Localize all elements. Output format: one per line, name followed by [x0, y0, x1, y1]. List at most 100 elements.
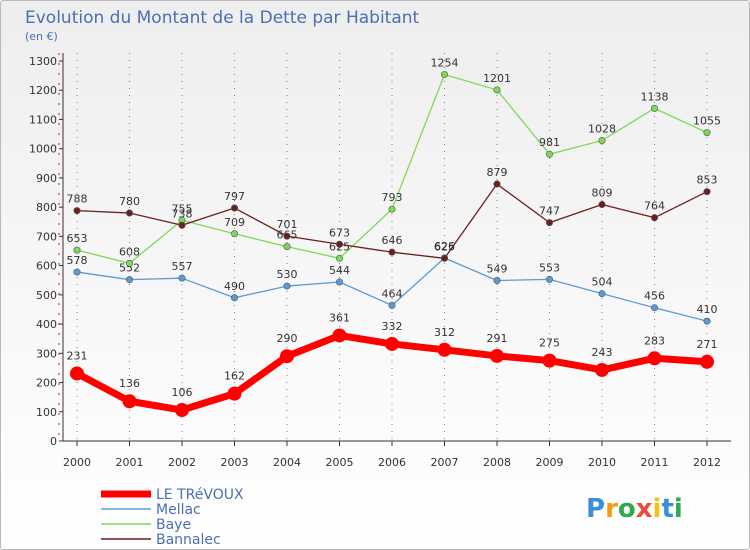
x-tick-label: 2002: [168, 456, 196, 469]
logo-letter: i: [674, 494, 683, 524]
y-tick-label: 300: [36, 347, 57, 360]
x-tick-label: 2006: [378, 456, 406, 469]
data-point: [388, 205, 396, 213]
x-tick-label: 2011: [641, 456, 669, 469]
y-tick-label: 900: [36, 172, 57, 185]
data-point: [598, 290, 606, 298]
data-point: [493, 277, 501, 285]
logo-letter: t: [661, 494, 673, 524]
data-label: 549: [487, 263, 508, 276]
data-point: [388, 248, 396, 256]
legend-label: Bannalec: [156, 532, 221, 548]
y-tick-label: 700: [36, 230, 57, 243]
data-point: [280, 349, 294, 364]
axes: 0 100 200 300 400 500 600 700 800 900 1000 1100 1200…: [29, 53, 731, 469]
data-point: [545, 219, 553, 227]
x-tick-label: 2007: [431, 456, 459, 469]
logo-letter: o: [618, 494, 636, 524]
data-label: 283: [644, 334, 665, 347]
data-point: [385, 336, 399, 351]
y-tick-label: 1300: [29, 55, 57, 68]
x-tick-label: 2008: [483, 456, 511, 469]
data-point: [231, 294, 239, 302]
data-point: [335, 254, 343, 262]
data-point: [650, 304, 658, 312]
data-point: [703, 188, 711, 196]
data-point: [700, 354, 714, 369]
data-point: [178, 274, 186, 282]
chart-subtitle: (en €): [25, 30, 58, 43]
data-point: [122, 394, 137, 409]
data-label: 1028: [588, 123, 616, 136]
data-point: [227, 386, 242, 401]
data-label: 747: [539, 205, 560, 218]
data-label: 464: [382, 287, 403, 300]
data-label: 312: [434, 326, 455, 339]
data-point: [231, 230, 239, 238]
data-label: 456: [644, 290, 665, 303]
data-point: [126, 276, 134, 284]
data-point: [388, 301, 396, 309]
data-label: 544: [329, 264, 350, 277]
data-label: 557: [172, 260, 193, 273]
data-label: 797: [224, 190, 245, 203]
chart-title: Evolution du Montant de la Dette par Hab…: [25, 8, 420, 28]
y-tick-label: 400: [36, 318, 57, 331]
data-label: 332: [382, 320, 403, 333]
data-label: 231: [67, 349, 88, 362]
data-point: [545, 150, 553, 158]
y-tick-label: 100: [36, 406, 57, 419]
data-point: [126, 259, 134, 267]
data-label: 879: [487, 166, 508, 179]
data-point: [73, 268, 81, 276]
data-label: 578: [67, 254, 88, 267]
data-label: 410: [697, 303, 718, 316]
series-baye: 6536087557096656257931254120198110281138…: [67, 56, 721, 267]
x-tick-label: 2004: [273, 456, 301, 469]
legend-label: Mellac: [156, 502, 201, 518]
data-label: 106: [172, 386, 193, 399]
y-tick-label: 200: [36, 377, 57, 390]
data-point: [598, 137, 606, 145]
y-tick-label: 1000: [29, 143, 57, 156]
data-label: 709: [224, 216, 245, 229]
data-point: [73, 207, 81, 215]
data-point: [70, 366, 84, 381]
data-point: [126, 209, 134, 217]
data-point: [598, 201, 606, 209]
data-label: 290: [277, 332, 298, 345]
x-tick-label: 2003: [221, 456, 249, 469]
legend-label: Baye: [156, 517, 191, 533]
logo-letter: x: [636, 494, 653, 524]
y-tick-label: 1200: [29, 84, 57, 97]
x-tick-label: 2005: [326, 456, 354, 469]
data-point: [178, 221, 186, 229]
logo-letter: P: [586, 494, 605, 524]
data-label: 673: [329, 226, 350, 239]
series-le-tr-voux: 231 136 106 162 290 361 332 312 291 275 243 283 271: [67, 311, 718, 418]
data-label: 361: [329, 311, 350, 324]
data-point: [493, 86, 501, 94]
data-label: 530: [277, 268, 298, 281]
data-point: [440, 254, 448, 262]
proxiti-logo: Proxiti: [586, 494, 683, 524]
legend-label: LE TRéVOUX: [156, 487, 244, 503]
y-tick-label: 0: [50, 435, 57, 448]
data-label: 788: [67, 193, 88, 206]
data-point: [545, 275, 553, 283]
logo-letter: i: [653, 494, 662, 524]
data-label: 490: [224, 280, 245, 293]
y-tick-label: 1100: [29, 113, 57, 126]
data-point: [595, 362, 609, 377]
data-label: 1055: [693, 115, 721, 128]
data-label: 1138: [641, 90, 669, 103]
data-point: [650, 214, 658, 222]
series-bannalec: 788 780 738 797 701 673 646 625 879 747 809 764 853: [67, 166, 718, 262]
data-label: 1201: [483, 72, 511, 85]
data-label: 780: [119, 195, 140, 208]
